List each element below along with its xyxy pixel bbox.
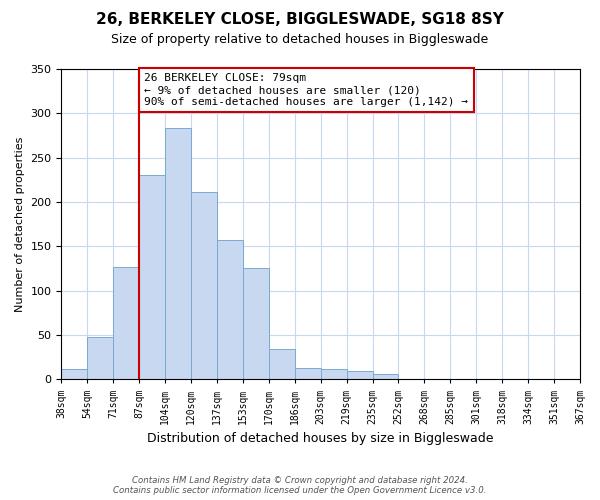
Bar bbox=[165, 128, 191, 380]
Text: Contains HM Land Registry data © Crown copyright and database right 2024.
Contai: Contains HM Land Registry data © Crown c… bbox=[113, 476, 487, 495]
Bar bbox=[191, 192, 217, 380]
Text: Size of property relative to detached houses in Biggleswade: Size of property relative to detached ho… bbox=[112, 32, 488, 46]
Text: 26 BERKELEY CLOSE: 79sqm
← 9% of detached houses are smaller (120)
90% of semi-d: 26 BERKELEY CLOSE: 79sqm ← 9% of detache… bbox=[145, 74, 469, 106]
Bar bbox=[113, 267, 139, 380]
Bar bbox=[321, 368, 347, 380]
Bar bbox=[424, 378, 451, 380]
Bar bbox=[243, 268, 269, 380]
Bar bbox=[88, 337, 113, 380]
Bar bbox=[217, 240, 243, 380]
Text: 26, BERKELEY CLOSE, BIGGLESWADE, SG18 8SY: 26, BERKELEY CLOSE, BIGGLESWADE, SG18 8S… bbox=[96, 12, 504, 28]
Bar bbox=[61, 368, 88, 380]
Bar bbox=[139, 174, 165, 380]
Bar bbox=[295, 368, 321, 380]
Bar bbox=[373, 374, 398, 380]
Y-axis label: Number of detached properties: Number of detached properties bbox=[15, 136, 25, 312]
X-axis label: Distribution of detached houses by size in Biggleswade: Distribution of detached houses by size … bbox=[148, 432, 494, 445]
Bar bbox=[269, 349, 295, 380]
Bar bbox=[398, 378, 424, 380]
Bar bbox=[347, 370, 373, 380]
Bar bbox=[451, 378, 476, 380]
